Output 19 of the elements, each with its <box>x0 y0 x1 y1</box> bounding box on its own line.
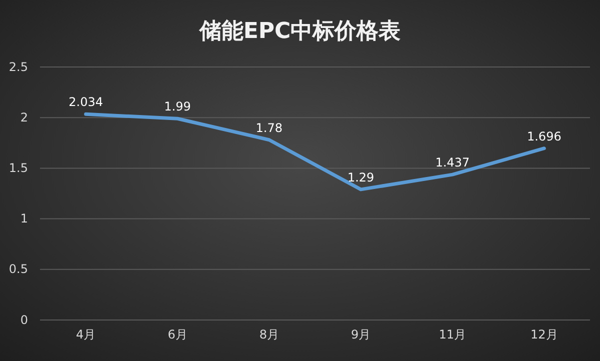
x-tick-label: 11月 <box>438 328 466 342</box>
x-tick-label: 6月 <box>168 328 188 342</box>
y-tick-label: 0.5 <box>8 262 28 276</box>
data-label: 1.29 <box>347 170 374 184</box>
y-tick-label: 0 <box>20 312 28 327</box>
y-tick-label: 2 <box>20 110 28 124</box>
data-label: 2.034 <box>68 95 104 110</box>
chart-title: 储能EPC中标价格表 <box>198 19 401 44</box>
y-tick-label: 1.5 <box>8 161 28 176</box>
data-label: 1.99 <box>164 100 191 114</box>
x-tick-label: 9月 <box>351 328 371 342</box>
data-label: 1.437 <box>435 156 470 170</box>
x-tick-label: 12月 <box>530 328 558 342</box>
data-label: 1.78 <box>256 120 283 135</box>
y-tick-label: 2.5 <box>8 60 28 74</box>
y-tick-label: 1 <box>20 212 28 226</box>
x-tick-label: 8月 <box>259 328 279 342</box>
x-tick-label: 4月 <box>76 328 96 342</box>
data-label: 1.696 <box>526 129 562 144</box>
